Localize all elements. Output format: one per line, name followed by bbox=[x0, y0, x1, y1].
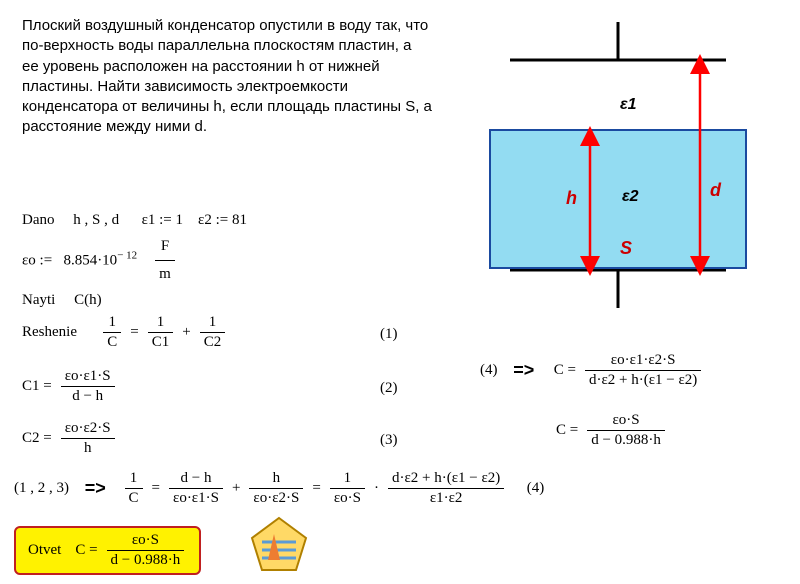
res1-prefix: (4) bbox=[480, 362, 498, 379]
nayti-rhs: C(h) bbox=[74, 292, 102, 308]
eps1-assign: ε1 := 1 bbox=[142, 212, 183, 228]
reshenie-label: Reshenie bbox=[22, 324, 77, 341]
eps0-val: 8.854·10 bbox=[63, 252, 117, 268]
otvet-label: Otvet bbox=[28, 542, 61, 559]
eps2-assign: ε2 := 81 bbox=[198, 212, 247, 228]
eps0-exp: − 12 bbox=[117, 249, 137, 261]
eq3-num: (3) bbox=[380, 432, 398, 449]
eq4-prefix: (1 , 2 , 3) bbox=[14, 480, 69, 497]
frac-1c1: 1C1 bbox=[148, 314, 174, 351]
eq2-lhs: C1 = bbox=[22, 378, 52, 395]
answer-box: Otvet C = εo·Sd − 0.988·h bbox=[14, 526, 201, 575]
problem-text: Плоский воздушный конденсатор опустили в… bbox=[22, 16, 432, 138]
eq2: C1 = εo·ε1·Sd − h bbox=[22, 368, 118, 405]
eq4-arrow: => bbox=[85, 478, 106, 499]
eq2-num: (2) bbox=[380, 380, 398, 397]
eq3-frac: εo·ε2·Sh bbox=[61, 420, 115, 457]
eq4-tag: (4) bbox=[527, 480, 545, 497]
s-label: S bbox=[620, 238, 632, 259]
answer-frac: εo·Sd − 0.988·h bbox=[107, 532, 185, 569]
unit-num: F bbox=[155, 234, 175, 262]
eq4-subs: (1 , 2 , 3) => 1C = d − hεo·ε1·S + hεo·ε… bbox=[14, 470, 544, 507]
unit-den: m bbox=[155, 261, 175, 288]
eps0-lhs: εo := bbox=[22, 252, 52, 268]
eps2-label: ε2 bbox=[622, 188, 639, 206]
frac-1c: 1C bbox=[103, 314, 121, 351]
eps1-label: ε1 bbox=[620, 96, 637, 114]
capacitor-diagram: ε1 ε2 h d S bbox=[480, 10, 780, 310]
nayti-label: Nayti bbox=[22, 292, 55, 308]
dano-vars: h , S , d bbox=[73, 212, 119, 228]
eq1: Reshenie 1C = 1C1 + 1C2 bbox=[22, 314, 228, 351]
given-block: Dano h , S , d ε1 := 1 ε2 := 81 εo := 8.… bbox=[22, 208, 247, 313]
frac-1c2: 1C2 bbox=[200, 314, 226, 351]
eq3: C2 = εo·ε2·Sh bbox=[22, 420, 118, 457]
eq-res1: (4) => C = εo·ε1·ε2·Sd·ε2 + h·(ε1 − ε2) bbox=[480, 352, 704, 389]
answer-lhs: C = bbox=[75, 542, 97, 559]
dano-label: Dano bbox=[22, 212, 55, 228]
eq1-num: (1) bbox=[380, 326, 398, 343]
res1-arrow: => bbox=[513, 360, 534, 381]
eq-res2: C = εo·Sd − 0.988·h bbox=[556, 412, 668, 449]
eq2-frac: εo·ε1·Sd − h bbox=[61, 368, 115, 405]
eps0-unit: F m bbox=[155, 234, 175, 288]
pentagon-icon bbox=[248, 514, 310, 576]
h-label: h bbox=[566, 188, 577, 209]
res2-lhs: C = bbox=[556, 422, 578, 439]
eq3-lhs: C2 = bbox=[22, 430, 52, 447]
d-label: d bbox=[710, 180, 721, 201]
res1-lhs: C = bbox=[554, 362, 576, 379]
